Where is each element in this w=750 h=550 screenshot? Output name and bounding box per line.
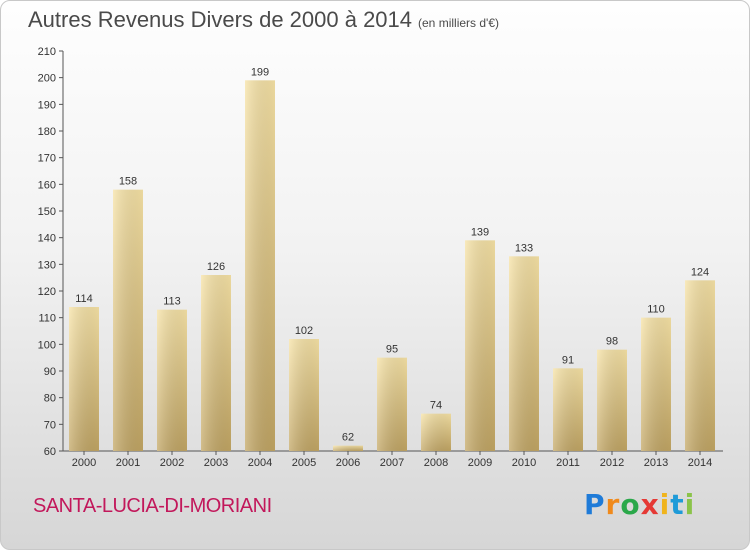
y-tick-label: 70 (44, 419, 56, 431)
y-tick-label: 210 (38, 46, 56, 58)
value-label-2002: 113 (163, 296, 181, 308)
value-label-2000: 114 (75, 293, 93, 305)
y-tick-label: 160 (38, 179, 56, 191)
bar-shade-2005 (289, 339, 319, 451)
y-tick-label: 120 (38, 286, 56, 298)
x-tick-label-2002: 2002 (160, 457, 184, 469)
value-label-2011: 91 (562, 354, 574, 366)
y-tick-label: 170 (38, 153, 56, 165)
y-tick-label: 140 (38, 233, 56, 245)
x-tick-label-2003: 2003 (204, 457, 228, 469)
value-label-2007: 95 (386, 344, 398, 356)
value-label-2003: 126 (207, 261, 225, 273)
y-tick-label: 60 (44, 446, 56, 458)
x-tick-label-2007: 2007 (380, 457, 404, 469)
bar-shade-2014 (685, 280, 715, 451)
bar-shade-2007 (377, 357, 407, 451)
value-label-2006: 62 (342, 432, 354, 444)
bar-shade-2013 (641, 317, 671, 451)
value-label-2005: 102 (295, 325, 313, 337)
y-tick-label: 150 (38, 206, 56, 218)
x-tick-label-2008: 2008 (424, 457, 448, 469)
y-tick-label: 180 (38, 126, 56, 138)
bar-shade-2004 (245, 80, 275, 451)
x-tick-label-2013: 2013 (644, 457, 668, 469)
y-tick-label: 130 (38, 259, 56, 271)
bar-shade-2011 (553, 368, 583, 451)
value-label-2012: 98 (606, 336, 618, 348)
y-tick-label: 80 (44, 393, 56, 405)
chart-title: Autres Revenus Divers de 2000 à 2014 (en … (28, 7, 499, 32)
value-label-2010: 133 (515, 242, 533, 254)
commune-name: SANTA-LUCIA-DI-MORIANI (33, 495, 272, 517)
x-tick-label-2012: 2012 (600, 457, 624, 469)
chart-subtitle: (en milliers d'€) (418, 16, 499, 30)
bar-shade-2000 (69, 307, 99, 451)
value-label-2009: 139 (471, 226, 489, 238)
bar-shade-2006 (333, 445, 363, 451)
y-tick-label: 90 (44, 366, 56, 378)
x-tick-label-2014: 2014 (688, 457, 712, 469)
bar-shade-2001 (113, 189, 143, 451)
value-label-2001: 158 (119, 176, 137, 188)
y-tick-label: 110 (38, 313, 56, 325)
bar-shade-2003 (201, 275, 231, 451)
x-tick-label-2010: 2010 (512, 457, 536, 469)
x-tick-label-2001: 2001 (116, 457, 140, 469)
value-label-2014: 124 (691, 266, 709, 278)
x-tick-label-2004: 2004 (248, 457, 272, 469)
x-tick-label-2000: 2000 (72, 457, 96, 469)
bar-shade-2009 (465, 240, 495, 451)
bar-shade-2008 (421, 413, 451, 451)
x-tick-label-2009: 2009 (468, 457, 492, 469)
value-label-2008: 74 (430, 400, 442, 412)
bar-shade-2010 (509, 256, 539, 451)
y-tick-label: 200 (38, 73, 56, 85)
x-tick-label-2011: 2011 (556, 457, 580, 469)
bar-shade-2012 (597, 349, 627, 451)
x-tick-label-2005: 2005 (292, 457, 316, 469)
y-tick-label: 100 (38, 339, 56, 351)
proxiti-logo: Proxiti (584, 488, 696, 521)
y-tick-label: 190 (38, 99, 56, 111)
x-tick-label-2006: 2006 (336, 457, 360, 469)
bar-shade-2002 (157, 309, 187, 451)
value-label-2013: 110 (647, 304, 665, 316)
value-label-2004: 199 (251, 66, 269, 78)
